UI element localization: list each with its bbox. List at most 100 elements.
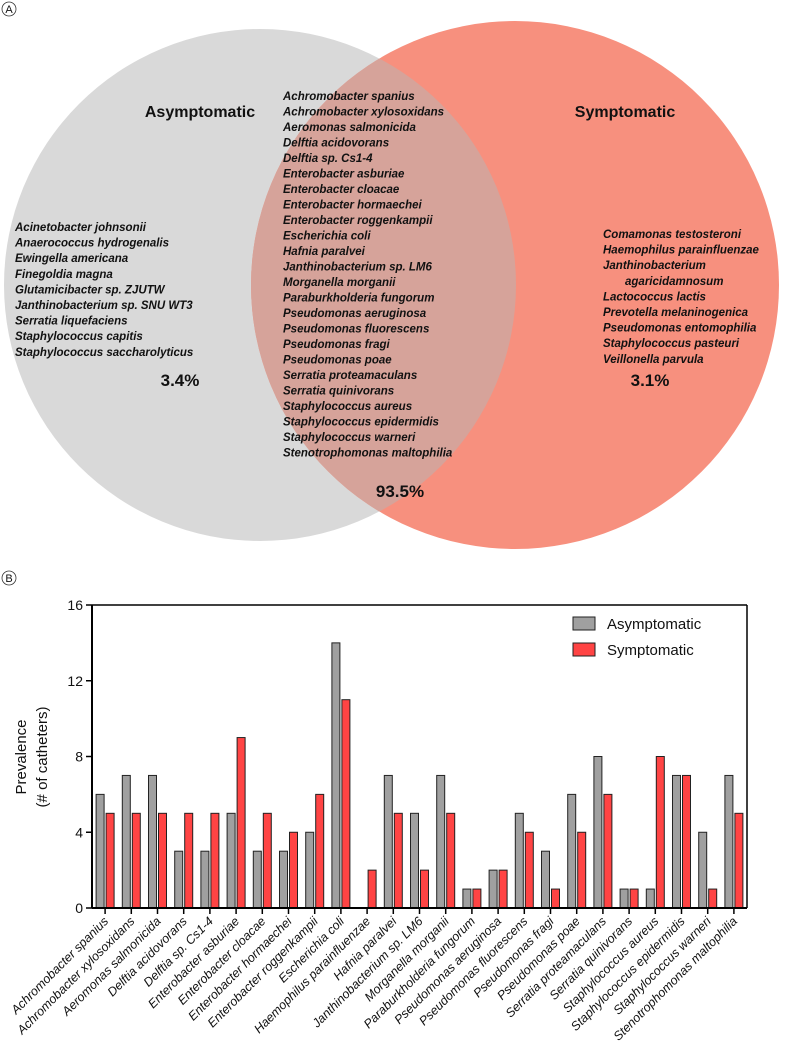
symptomatic-percent: 3.1% <box>631 371 670 390</box>
bar-symptomatic-14 <box>472 888 482 909</box>
species-name: Staphylococcus epidermidis <box>283 417 439 429</box>
bar-asymptomatic-21 <box>645 888 655 909</box>
species-name: Delftia acidovorans <box>283 138 389 150</box>
species-name: Hafnia paralvei <box>283 246 366 258</box>
species-name: Serratia quinivorans <box>283 386 394 398</box>
x-tick-label: Achromobacter spanius <box>8 914 111 1017</box>
panel-b-text: B <box>5 573 12 585</box>
legend-label-symptomatic: Symptomatic <box>607 642 694 659</box>
y-tick-label: 4 <box>75 824 83 840</box>
species-name: Paraburkholderia fungorum <box>283 293 434 305</box>
bar-asymptomatic-15 <box>488 869 498 909</box>
bar-asymptomatic-13 <box>436 774 446 909</box>
bar-symptomatic-12 <box>420 869 429 909</box>
panel-a-label: A <box>1 1 17 17</box>
bar-symptomatic-24 <box>734 812 744 909</box>
bar-symptomatic-3 <box>184 812 194 909</box>
species-name: Glutamicibacter sp. ZJUTW <box>15 284 166 296</box>
species-name: Morganella morganii <box>283 277 396 289</box>
shared-percent: 93.5% <box>376 482 424 501</box>
bar-symptomatic-4 <box>210 812 220 909</box>
species-name: Serratia proteamaculans <box>283 370 417 382</box>
bar-asymptomatic-9 <box>331 642 341 909</box>
species-name: Staphylococcus saccharolyticus <box>15 347 193 359</box>
asymptomatic-title: Asymptomatic <box>145 104 255 121</box>
species-name: Lactococcus lactis <box>603 291 706 303</box>
panel-label-circle <box>1 1 17 17</box>
bar-symptomatic-21 <box>655 756 665 909</box>
shared-species-list: Achromobacter spanius Achromobacter xylos… <box>282 91 453 460</box>
bar-asymptomatic-14 <box>462 888 472 909</box>
bar-symptomatic-20 <box>629 888 639 909</box>
legend-swatch-asymptomatic <box>572 616 596 631</box>
species-name: Comamonas testosteroni <box>603 229 742 241</box>
legend-label-asymptomatic: Asymptomatic <box>607 616 702 633</box>
species-name: Achromobacter spanius <box>282 91 415 103</box>
species-name: Janthinobacterium <box>603 260 706 272</box>
bar-asymptomatic-6 <box>252 850 262 909</box>
bar-asymptomatic-24 <box>724 774 734 909</box>
venn-diagram: Asymptomatic Symptomatic Acinetobacter j… <box>4 21 779 549</box>
species-name: Pseudomonas entomophilia <box>603 323 757 335</box>
bar-asymptomatic-0 <box>95 793 105 909</box>
symptomatic-title: Symptomatic <box>575 104 676 121</box>
y-axis-label: Prevalence <box>13 719 30 794</box>
species-name: Enterobacter roggenkampii <box>283 215 433 227</box>
asymptomatic-only-list: Acinetobacter johnsonii Anaerococcus hydr… <box>14 222 193 359</box>
bar-asymptomatic-23 <box>698 831 708 909</box>
y-tick-label: 0 <box>75 900 83 916</box>
species-name: Anaerococcus hydrogenalis <box>14 238 169 250</box>
bar-asymptomatic-2 <box>148 774 157 909</box>
species-name: Veillonella parvula <box>603 354 704 366</box>
asymptomatic-percent: 3.4% <box>161 371 200 390</box>
bar-symptomatic-8 <box>315 793 325 909</box>
bar-symptomatic-23 <box>708 888 718 909</box>
species-name: Janthinobacterium sp. SNU WT3 <box>15 300 193 312</box>
species-name: Delftia sp. Cs1-4 <box>283 153 373 165</box>
y-tick-label: 8 <box>75 749 83 765</box>
species-name: Escherichia coli <box>283 231 371 243</box>
bar-symptomatic-6 <box>262 812 272 909</box>
species-name: Ewingella americana <box>15 253 129 265</box>
bar-symptomatic-11 <box>393 812 403 909</box>
bar-asymptomatic-19 <box>593 756 603 909</box>
bar-symptomatic-2 <box>158 812 167 909</box>
bar-symptomatic-16 <box>524 831 534 909</box>
bar-symptomatic-7 <box>289 831 298 909</box>
panel-a-text: A <box>5 4 13 16</box>
bar-asymptomatic-18 <box>567 793 577 909</box>
bar-symptomatic-0 <box>105 812 115 909</box>
species-name: Achromobacter xylosoxidans <box>282 107 444 119</box>
bar-asymptomatic-12 <box>410 812 419 909</box>
species-name: Staphylococcus warneri <box>283 432 416 444</box>
bar-symptomatic-9 <box>341 699 351 909</box>
bar-asymptomatic-7 <box>279 850 288 909</box>
bar-asymptomatic-5 <box>226 812 236 909</box>
bar-asymptomatic-3 <box>174 850 184 909</box>
species-name: Pseudomonas poae <box>283 355 392 367</box>
legend-swatch-symptomatic <box>572 642 596 657</box>
bar-asymptomatic-8 <box>305 831 315 909</box>
legend: Asymptomatic Symptomatic <box>572 616 702 659</box>
species-name: Staphylococcus aureus <box>283 401 412 413</box>
overlap-region <box>251 29 516 541</box>
species-name: Enterobacter asburiae <box>283 169 405 181</box>
bar-asymptomatic-22 <box>672 774 681 909</box>
bar-asymptomatic-4 <box>200 850 210 909</box>
bar-symptomatic-17 <box>551 888 560 909</box>
species-name: Prevotella melaninogenica <box>603 307 749 319</box>
panel-label-circle <box>1 570 17 586</box>
species-name: Staphylococcus capitis <box>15 331 143 343</box>
bar-symptomatic-13 <box>446 812 456 909</box>
bar-symptomatic-18 <box>577 831 587 909</box>
bar-symptomatic-10 <box>367 869 377 909</box>
bar-symptomatic-19 <box>603 793 613 909</box>
species-name: Acinetobacter johnsonii <box>14 222 147 234</box>
species-name: Staphylococcus pasteuri <box>603 338 740 350</box>
bar-asymptomatic-1 <box>121 774 131 909</box>
bar-symptomatic-15 <box>498 869 508 909</box>
bar-symptomatic-22 <box>682 774 691 909</box>
bar-asymptomatic-11 <box>383 774 393 909</box>
